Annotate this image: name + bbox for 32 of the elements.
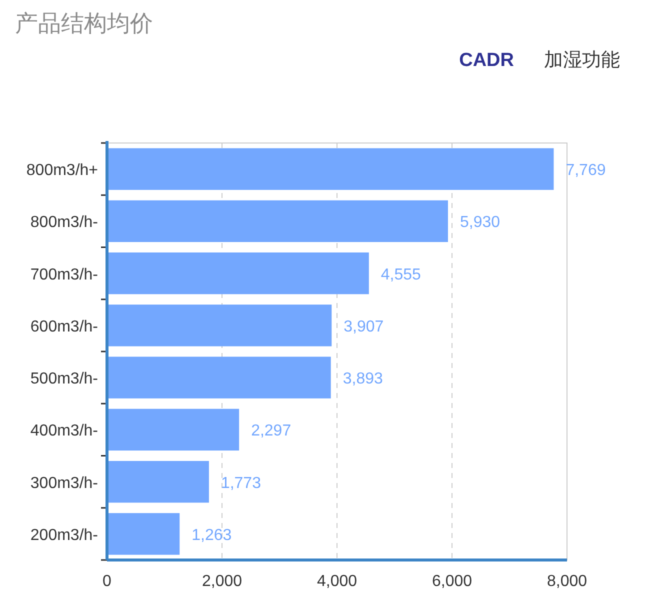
text: CADR [459,50,514,71]
bar [107,148,554,190]
data-label: 1,263 [192,526,232,544]
x-tick-label: 0 [102,573,112,590]
x-tick-label: 4,000 [316,573,358,590]
x-tick-label: 2,000 [202,573,242,590]
chart-title: 产品结构均价 [15,10,153,36]
data-label: 4,555 [380,266,422,284]
data-label: 3,893 [342,370,383,388]
data-label: 7,769 [566,162,606,180]
bar [107,252,369,294]
data-label: 1,773 [220,474,262,492]
bar [107,304,332,346]
data-label: 3,907 [344,318,384,336]
y-tick-label: 800m3/h+ [26,162,98,180]
y-tick-label: 800m3/h- [30,214,98,232]
y-tick-label: 600m3/h- [30,318,98,336]
bar [107,513,180,555]
x-tick-label: 8,000 [546,573,588,590]
data-label: 5,930 [460,214,500,232]
y-tick-label: 300m3/h- [30,474,98,492]
data-label: 2,297 [251,422,292,440]
y-tick-label: 700m3/h- [30,266,98,284]
bar [107,200,448,242]
text: 加湿功能 [544,50,620,71]
y-tick-label: 500m3/h- [30,370,98,388]
y-tick-label: 400m3/h- [30,422,98,440]
bar [107,460,209,503]
x-tick-label: 6,000 [432,573,472,590]
bar [107,408,240,451]
bar [107,356,331,398]
y-tick-label: 200m3/h- [30,526,98,544]
